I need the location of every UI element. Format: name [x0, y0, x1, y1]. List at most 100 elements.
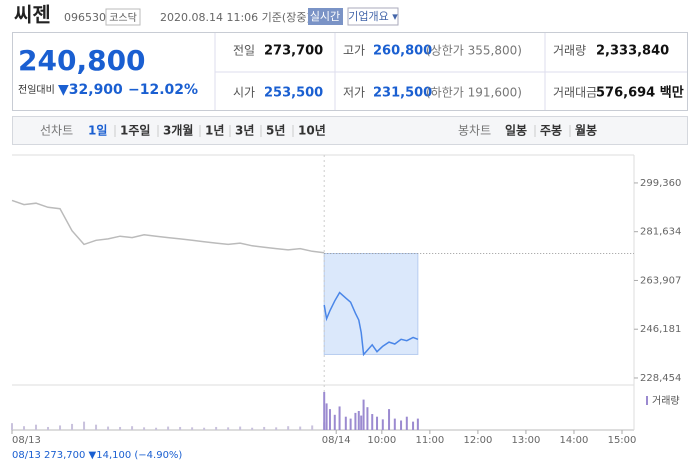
volume-bar: [155, 427, 158, 430]
tab[interactable]: 1년: [205, 124, 224, 138]
info-note: (상한가 355,800): [426, 44, 522, 58]
y-tick-label: 299,360: [640, 178, 681, 189]
realtime-button[interactable]: [308, 8, 343, 25]
volume-bar: [405, 416, 408, 430]
y-tick-label: 281,634: [640, 227, 681, 238]
info-value: 253,500: [264, 86, 323, 101]
prev-summary: 08/13 273,700 ▼14,100 (−4.90%): [12, 450, 182, 461]
realtime-label: 실시간: [310, 10, 340, 23]
volume-bar: [360, 415, 363, 430]
info-value: 576,694 백만: [596, 85, 684, 101]
y-tick-label: 228,454: [640, 373, 681, 384]
volume-bar: [376, 416, 379, 430]
tab[interactable]: 3개월: [163, 123, 193, 138]
x-tick-label: 11:00: [415, 435, 444, 446]
volume-bar: [412, 421, 415, 430]
volume-bar: [328, 409, 331, 430]
volume-bar: [107, 426, 110, 430]
legend-swatch: [646, 396, 648, 405]
tab[interactable]: 월봉: [575, 123, 597, 138]
tab-bar: [12, 116, 688, 145]
chart: 299,360 281,634 263,907 246,181 228,454 08/13…: [11, 154, 681, 461]
tab-group-label: 선차트: [40, 124, 73, 138]
volume-bar: [47, 426, 50, 430]
volume-bar: [357, 411, 360, 430]
stock-code: 096530: [64, 11, 106, 24]
tab[interactable]: 1일: [88, 124, 107, 138]
y-tick-label: 263,907: [640, 275, 681, 286]
market-badge: [105, 8, 141, 26]
volume-bar: [263, 426, 266, 430]
company-label: 기업개요 ▾: [348, 10, 398, 23]
volume-bar: [388, 409, 391, 430]
x-tick-label: 13:00: [512, 435, 541, 446]
volume-bar: [381, 419, 384, 430]
info-label: 거래대금: [553, 86, 597, 100]
info-value: 260,800: [373, 44, 432, 59]
volume-bar: [191, 427, 194, 430]
current-price: 240,800: [18, 44, 146, 77]
volume-bar: [325, 403, 328, 430]
change-label: 전일대비: [18, 84, 55, 96]
volume-bar: [333, 414, 336, 430]
volume-bar: [59, 425, 62, 430]
change-value: ▼32,900: [58, 82, 123, 98]
volume-bar: [71, 423, 74, 430]
volume-bar: [344, 416, 347, 430]
x-tick-label: 15:00: [608, 435, 637, 446]
tab-group: 선차트 1일 1주일 3개월 1년 3년 5년 10년 봉차트 일봉 주봉 월봉: [40, 123, 597, 138]
volume-bar: [251, 427, 254, 430]
volume-bar: [11, 423, 13, 430]
info-label: 고가: [343, 44, 365, 58]
y-tick-label: 246,181: [640, 324, 681, 335]
tab[interactable]: 일봉: [505, 124, 527, 138]
volume-bar: [167, 426, 170, 430]
volume-bar: [179, 426, 182, 430]
volume-bar: [299, 426, 302, 430]
volume-bar: [119, 426, 122, 430]
price-line: [11, 199, 325, 254]
volume-bar: [400, 420, 403, 430]
info-label: 저가: [343, 86, 365, 100]
x-tick-label: 12:00: [463, 435, 492, 446]
info-note: (하한가 191,600): [426, 86, 522, 100]
stock-name: 씨젠: [14, 3, 51, 27]
volume-bar: [227, 427, 230, 430]
volume-bar: [338, 406, 341, 430]
tab[interactable]: 5년: [266, 124, 285, 138]
info-label: 시가: [233, 86, 255, 100]
volume-bar: [362, 399, 365, 430]
timestamp: 2020.08.14 11:06 기준(장중): [160, 11, 311, 24]
market-label: 코스닥: [109, 12, 137, 24]
volume-bar: [83, 421, 86, 430]
x-tick-label: 08/14: [322, 435, 351, 446]
x-tick-label: 10:00: [367, 435, 396, 446]
tab[interactable]: 3년: [235, 124, 254, 138]
company-button[interactable]: [347, 7, 399, 26]
volume-bar: [366, 407, 369, 430]
reference-band: [323, 253, 419, 355]
change-pct: −12.02%: [128, 82, 198, 98]
volume-bar: [95, 424, 98, 430]
tab[interactable]: 10년: [298, 124, 326, 138]
info-label: 거래량: [553, 44, 586, 58]
tab[interactable]: 1주일: [120, 124, 150, 138]
volume-bar: [311, 425, 314, 430]
tab[interactable]: 주봉: [540, 124, 562, 138]
info-label: 전일: [233, 44, 255, 58]
volume-bar: [23, 426, 26, 430]
volume-bar: [131, 426, 134, 430]
x-tick-label: 14:00: [560, 435, 589, 446]
volume-bar: [371, 414, 374, 430]
tab-group-label: 봉차트: [458, 124, 491, 138]
volume-bar: [35, 424, 38, 430]
volume-bar: [203, 427, 206, 430]
price-line: [323, 291, 419, 357]
volume-bar: [275, 427, 278, 430]
volume-bar: [287, 426, 290, 430]
volume-bar: [416, 418, 419, 430]
volume-bar: [349, 418, 352, 430]
info-value: 2,333,840: [596, 44, 669, 59]
